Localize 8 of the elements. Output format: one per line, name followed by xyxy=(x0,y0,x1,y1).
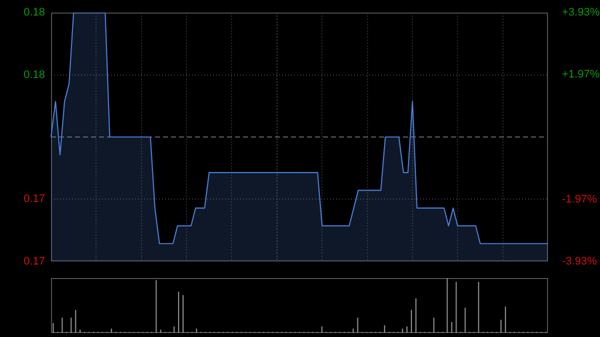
y2-tick-label: -3.93% xyxy=(562,255,598,268)
y-tick-label: 0.18 xyxy=(24,68,45,81)
y-tick-label: 0.18 xyxy=(24,6,45,19)
y-tick-label: 0.17 xyxy=(24,193,45,206)
y-tick-label: 0.17 xyxy=(24,255,45,268)
y2-tick-label: +3.93% xyxy=(562,6,600,19)
y2-tick-label: -1.97% xyxy=(562,193,598,206)
y2-tick-label: +1.97% xyxy=(562,68,600,81)
